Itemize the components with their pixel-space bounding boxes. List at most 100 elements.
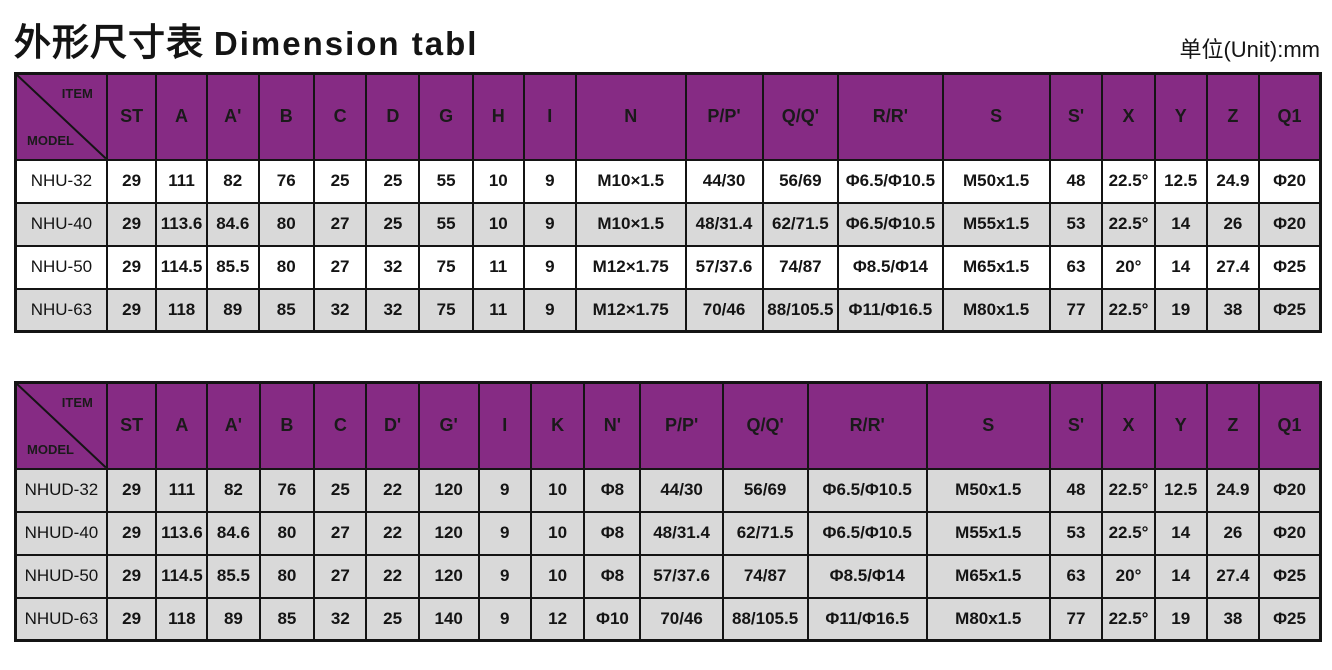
table-row-nhu-63: NHU-63 29 118 89 85 32 32 75 11 9 M12×1.75 70/46 88/… — [14, 287, 1322, 333]
table-row-nhud-50: NHUD-50 29 114.5 85.5 80 27 22 120 9 10 Φ8 57/37.6 7… — [14, 553, 1322, 599]
dimension-table-nhu: ITEM MODEL ST A A' B C D G H I N P/P' Q/Q' R/R' S S' X Y… — [14, 72, 1322, 333]
data-cell: 20° — [1101, 244, 1156, 290]
data-cell: 25 — [365, 158, 421, 204]
data-cell: Φ11/Φ16.5 — [837, 287, 944, 333]
data-cell: 25 — [312, 158, 368, 204]
data-cell: 29 — [105, 287, 158, 333]
data-cell: 120 — [417, 553, 480, 599]
data-cell: 111 — [155, 467, 209, 513]
column-header-s: S' — [1048, 381, 1104, 470]
page-title-cn: 外形尺寸表 — [14, 22, 204, 63]
masthead: 外形尺寸表 Dimension tabl 单位(Unit):mm — [0, 0, 1332, 72]
data-cell: 22.5° — [1101, 201, 1156, 247]
data-cell: 120 — [417, 510, 480, 556]
data-cell: M50x1.5 — [925, 467, 1051, 513]
data-cell: 53 — [1048, 510, 1104, 556]
data-cell: 44/30 — [639, 467, 724, 513]
data-cell: 88/105.5 — [721, 596, 809, 642]
data-cell: Φ6.5/Φ10.5 — [837, 201, 944, 247]
data-cell: 85.5 — [206, 553, 261, 599]
column-header-y: Y — [1153, 72, 1208, 161]
data-cell: 63 — [1048, 553, 1104, 599]
corner-model-label: MODEL — [27, 132, 74, 148]
data-cell: 82 — [206, 467, 261, 513]
data-cell: M10×1.5 — [574, 201, 687, 247]
data-cell: Φ25 — [1258, 596, 1322, 642]
data-cell: 85 — [258, 596, 316, 642]
data-cell: 48 — [1048, 158, 1104, 204]
data-cell: Φ20 — [1258, 510, 1322, 556]
data-cell: 11 — [471, 287, 525, 333]
data-cell: 9 — [522, 201, 577, 247]
column-header-a: A' — [205, 72, 260, 161]
data-cell: 120 — [417, 467, 480, 513]
data-cell: 55 — [418, 158, 474, 204]
column-header-qq: Q/Q' — [761, 72, 840, 161]
column-header-z: Z — [1205, 381, 1261, 470]
data-cell: Φ8.5/Φ14 — [837, 244, 944, 290]
data-cell: M12×1.75 — [574, 244, 687, 290]
diagonal-line — [17, 75, 106, 159]
data-cell: 25 — [365, 201, 421, 247]
column-header-s: S — [941, 72, 1051, 161]
data-cell: 29 — [105, 201, 158, 247]
data-cell: 32 — [312, 287, 368, 333]
model-cell: NHUD-50 — [14, 553, 108, 599]
data-cell: 29 — [105, 244, 158, 290]
data-cell: 10 — [471, 158, 525, 204]
data-cell: 38 — [1205, 287, 1261, 333]
unit-label: 单位(Unit):mm — [1179, 37, 1320, 62]
column-header-i: I — [477, 381, 532, 470]
data-cell: 63 — [1048, 244, 1104, 290]
data-cell: 22.5° — [1101, 158, 1156, 204]
data-cell: 10 — [529, 467, 586, 513]
data-cell: 80 — [258, 553, 316, 599]
corner-cell: ITEM MODEL — [14, 72, 108, 161]
data-cell: 53 — [1048, 201, 1104, 247]
data-cell: 9 — [477, 553, 532, 599]
corner-cell: ITEM MODEL — [14, 381, 108, 470]
data-cell: 25 — [313, 467, 368, 513]
model-cell: NHU-32 — [14, 158, 108, 204]
data-cell: 77 — [1048, 596, 1104, 642]
data-cell: 27 — [313, 553, 368, 599]
data-cell: 12 — [529, 596, 586, 642]
data-cell: Φ8 — [583, 467, 642, 513]
data-cell: 89 — [206, 596, 261, 642]
data-cell: 56/69 — [721, 467, 809, 513]
data-cell: Φ6.5/Φ10.5 — [837, 158, 944, 204]
column-header-c: C — [313, 381, 368, 470]
column-header-a: A — [155, 381, 209, 470]
data-cell: 27.4 — [1205, 553, 1261, 599]
data-cell: 85.5 — [205, 244, 260, 290]
data-cell: 14 — [1153, 244, 1208, 290]
model-cell: NHU-63 — [14, 287, 108, 333]
data-cell: 32 — [365, 244, 421, 290]
table-row-nhud-32: NHUD-32 29 111 82 76 25 22 120 9 10 Φ8 44/30 56/69 Φ6… — [14, 467, 1322, 513]
column-header-a: A — [155, 72, 208, 161]
column-header-d: D — [365, 72, 421, 161]
data-cell: 85 — [257, 287, 315, 333]
data-cell: M80x1.5 — [925, 596, 1051, 642]
data-cell: Φ8 — [583, 553, 642, 599]
column-header-g: G — [418, 72, 474, 161]
data-cell: 80 — [257, 244, 315, 290]
column-header-pp: P/P' — [684, 72, 764, 161]
column-header-st: ST — [105, 381, 158, 470]
data-cell: Φ8 — [583, 510, 642, 556]
column-header-n: N — [574, 72, 687, 161]
column-header-k: K — [529, 381, 586, 470]
column-header-z: Z — [1205, 72, 1261, 161]
data-cell: 10 — [529, 510, 586, 556]
data-cell: 75 — [418, 244, 474, 290]
data-cell: 48 — [1048, 467, 1104, 513]
data-cell: 114.5 — [155, 244, 208, 290]
column-header-h: H — [471, 72, 525, 161]
column-header-rr: R/R' — [806, 381, 928, 470]
column-header-x: X — [1101, 381, 1156, 470]
model-cell: NHU-40 — [14, 201, 108, 247]
column-header-g: G' — [417, 381, 480, 470]
data-cell: 77 — [1048, 287, 1104, 333]
data-cell: 10 — [529, 553, 586, 599]
data-cell: 24.9 — [1205, 467, 1261, 513]
